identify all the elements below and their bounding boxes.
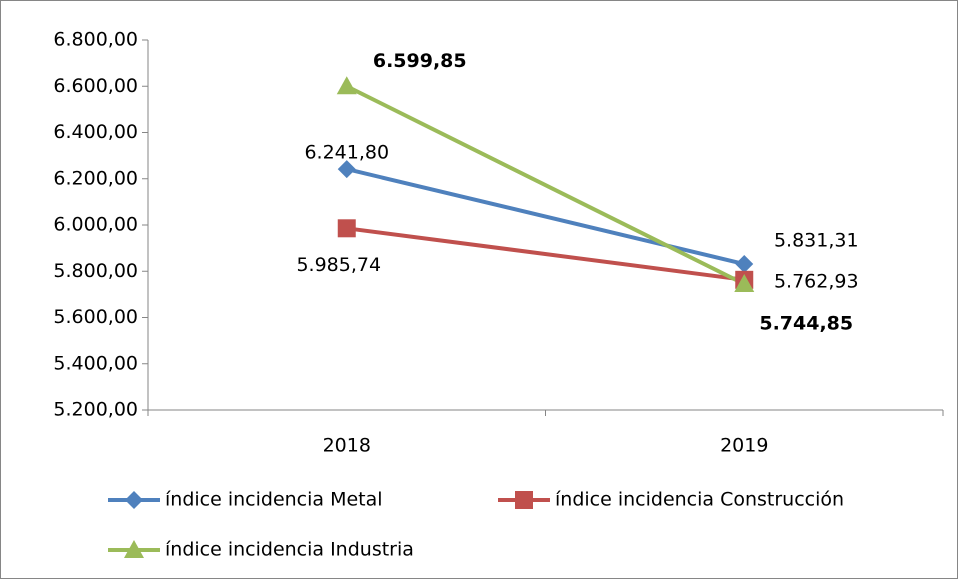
marker (735, 255, 754, 274)
marker (515, 491, 533, 509)
data-label: 6.599,85 (373, 50, 467, 72)
marker (336, 76, 357, 95)
y-tick-label: 6.800,00 (53, 29, 138, 51)
series-line (346, 226, 745, 282)
data-label: 5.762,93 (774, 270, 859, 292)
series-line (345, 84, 746, 286)
y-tick-label: 6.400,00 (53, 121, 138, 143)
data-label: 5.744,85 (759, 313, 853, 335)
y-tick-label: 5.400,00 (53, 352, 138, 374)
y-tick-label: 6.600,00 (53, 75, 138, 97)
data-label: 5.985,74 (296, 254, 381, 276)
y-tick-label: 6.000,00 (53, 214, 138, 236)
data-label: 5.831,31 (774, 230, 859, 252)
y-tick-label: 5.200,00 (53, 399, 138, 421)
y-tick-label: 5.600,00 (53, 306, 138, 328)
marker (124, 540, 144, 558)
marker (337, 160, 356, 179)
marker (337, 219, 356, 238)
series-line (346, 167, 745, 266)
x-tick-label: 2018 (323, 435, 371, 457)
marker (734, 274, 755, 293)
legend-label: índice incidencia Construcción (555, 489, 844, 511)
y-tick-label: 6.200,00 (53, 167, 138, 189)
marker (125, 491, 143, 509)
y-tick-label: 5.800,00 (53, 260, 138, 282)
legend-label: índice incidencia Industria (165, 539, 414, 561)
x-tick-label: 2019 (720, 435, 768, 457)
data-label: 6.241,80 (304, 142, 389, 164)
legend-label: índice incidencia Metal (165, 489, 383, 511)
